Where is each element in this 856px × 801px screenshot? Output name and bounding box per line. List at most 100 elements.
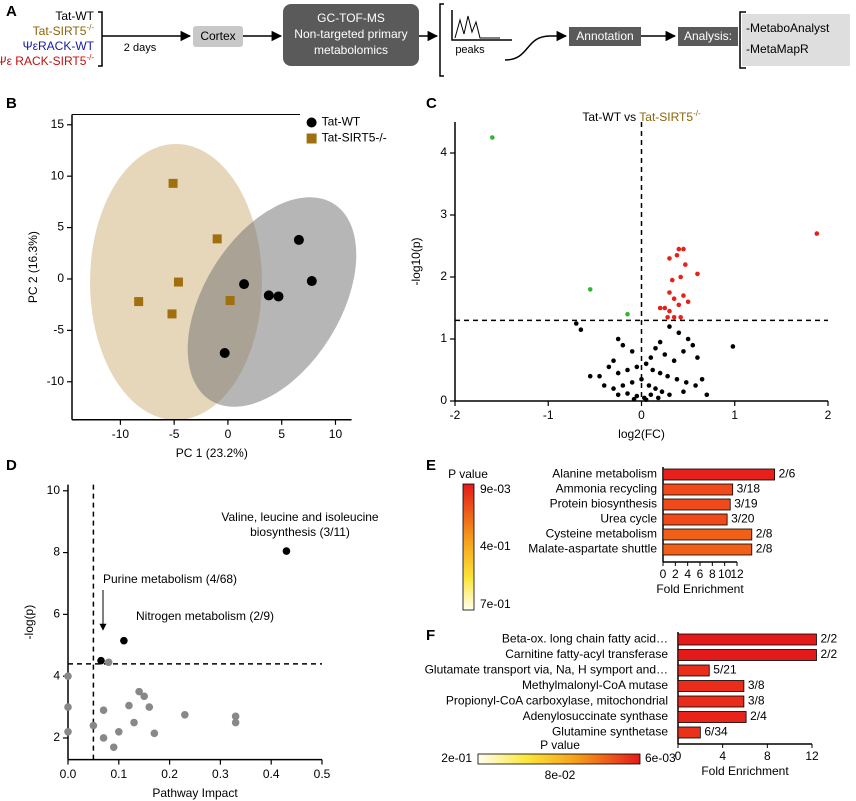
point (99, 706, 108, 714)
point (681, 389, 686, 395)
value-label: 3/20 (731, 512, 755, 526)
x-tick-label: 6 (697, 567, 704, 581)
peaks-label: peaks (455, 44, 485, 56)
point (173, 277, 183, 287)
value-label: 2/8 (756, 527, 773, 541)
bar (662, 543, 753, 556)
point (150, 729, 159, 738)
legend-swatch (306, 133, 317, 144)
point (225, 296, 235, 306)
x-tick-label: 0.3 (212, 767, 229, 781)
category-label: Beta-ox. long chain fatty acid… (502, 632, 668, 646)
point (704, 392, 710, 398)
point (681, 246, 686, 252)
point (683, 380, 689, 385)
panel-letter: C (426, 95, 437, 112)
point (674, 377, 680, 382)
group: Tat-SIRT5-/- (33, 23, 95, 39)
category-label: Urea cycle (600, 512, 657, 526)
point (306, 276, 317, 287)
bar (662, 468, 776, 481)
bar (662, 483, 734, 496)
point (573, 321, 579, 326)
category-label: Methylmalonyl-CoA mutase (522, 678, 668, 692)
point (665, 373, 670, 379)
colorbar-label: 4e-01 (480, 539, 511, 553)
point (629, 380, 635, 385)
category-label: Alanine metabolism (552, 467, 657, 481)
point (615, 370, 621, 376)
chart-title: Tat-WT vs Tat-SIRT5-/- (582, 109, 701, 125)
point (655, 395, 661, 401)
y-tick-label: 3 (440, 207, 447, 221)
point (685, 299, 691, 305)
annotation: Nitrogen metabolism (2/9) (136, 609, 274, 623)
category-label: Adenylosuccinate synthase (523, 709, 669, 723)
category-label: Carnitine fatty-acyl transferase (505, 647, 668, 661)
x-axis-label: Pathway Impact (152, 786, 238, 800)
point (690, 342, 696, 348)
point (681, 349, 686, 354)
point (629, 349, 635, 354)
point (625, 367, 630, 373)
value-label: 3/19 (734, 497, 758, 511)
point (631, 396, 637, 402)
group: Tat-WT (55, 9, 94, 23)
annotation: Valine, leucine and isoleucine (221, 510, 379, 524)
point (676, 302, 682, 308)
y-axis-label: -log(p) (22, 605, 36, 640)
colorbar-title: P value (448, 467, 488, 481)
duration: 2 days (124, 42, 157, 54)
point (231, 718, 240, 727)
y-tick-label: 15 (51, 117, 65, 131)
analysis-box (678, 27, 738, 46)
point (643, 397, 649, 403)
tool: -MetaboAnalyst (746, 21, 830, 35)
point (639, 377, 644, 382)
method: Non-targeted primary (294, 27, 407, 41)
y-tick-label: 0 (57, 271, 64, 285)
category-label: Glutamine synthetase (552, 725, 668, 739)
legend-label: Tat-SIRT5-/- (322, 131, 387, 145)
colorbar-label: 8e-02 (545, 768, 576, 782)
value-label: 2/4 (750, 709, 767, 723)
point (104, 658, 113, 667)
point (653, 386, 658, 391)
point (676, 246, 682, 252)
y-tick-label: -5 (53, 323, 64, 337)
point (650, 367, 655, 373)
peaks-icon (454, 15, 500, 39)
point (620, 342, 626, 348)
tissue-box (193, 26, 243, 47)
y-axis-label: -log10(p) (409, 237, 423, 285)
point (648, 392, 654, 398)
colorbar-label: 7e-01 (480, 597, 511, 611)
point (659, 389, 665, 395)
point (601, 383, 607, 388)
point (667, 392, 672, 398)
point (695, 355, 700, 360)
x-tick-label: 0.0 (60, 767, 77, 781)
point (134, 297, 144, 307)
point (674, 253, 680, 258)
point (64, 727, 72, 736)
method: metabolomics (314, 43, 388, 57)
point (667, 256, 672, 261)
method: GC-TOF-MS (317, 11, 385, 25)
peaks-axes (451, 10, 512, 41)
colorbar-label: 9e-03 (480, 482, 511, 496)
point (662, 352, 668, 357)
point (219, 347, 230, 358)
colorbar (462, 483, 475, 611)
analysis: Analysis: (684, 29, 732, 43)
point (231, 712, 240, 721)
panel-letter: E (426, 457, 436, 474)
point (814, 231, 820, 236)
point (665, 315, 670, 320)
point (168, 178, 178, 188)
legend-swatch (306, 117, 317, 128)
chart-title-part: Tat-SIRT5 (639, 110, 693, 124)
point (145, 703, 154, 711)
y-tick-label: 6 (53, 607, 60, 621)
point (662, 305, 668, 311)
